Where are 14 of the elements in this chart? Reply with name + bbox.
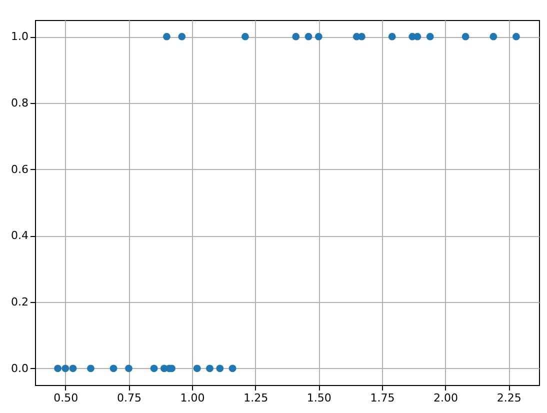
x-tick-label: 1.00 xyxy=(180,392,205,404)
x-tick-label: 1.75 xyxy=(370,392,395,404)
x-tick-label: 2.25 xyxy=(496,392,522,404)
x-tick-label: 1.50 xyxy=(306,392,332,404)
y-tick-label: 0.4 xyxy=(11,229,28,242)
x-tick-label: 1.25 xyxy=(244,392,268,404)
x-tick-label: 0.75 xyxy=(116,392,142,404)
y-tick-label: 0.8 xyxy=(11,96,28,110)
y-tick-label: 0.0 xyxy=(11,362,28,375)
y-tick-label: 0.2 xyxy=(11,296,28,309)
x-tick-label: 2.00 xyxy=(434,392,458,404)
y-tick-label: 0.6 xyxy=(11,162,28,176)
x-tick-label: 0.50 xyxy=(54,392,78,404)
y-tick-label: 1.0 xyxy=(11,30,28,44)
